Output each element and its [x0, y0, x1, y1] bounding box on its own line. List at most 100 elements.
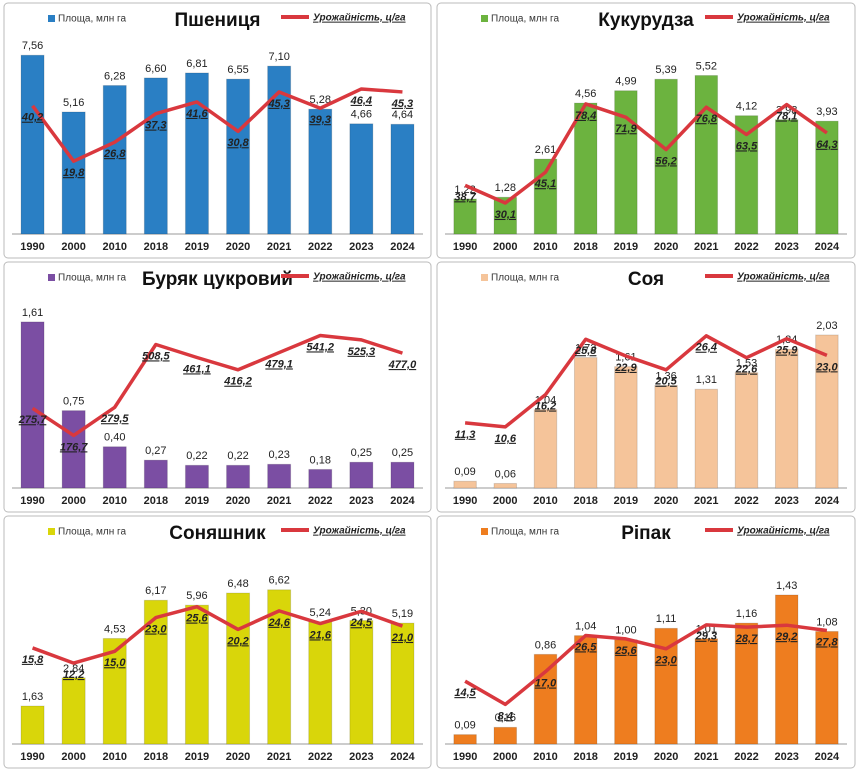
x-tick-label: 2018 [144, 241, 168, 253]
x-tick-label: 2021 [267, 751, 291, 763]
bar-value-label: 5,28 [310, 94, 331, 106]
legend-label: Площа, млн га [491, 527, 559, 538]
bar [390, 622, 415, 745]
line-value-label: 176,7 [60, 441, 88, 453]
bar-value-label: 6,48 [227, 578, 248, 590]
bar-value-label: 0,22 [227, 450, 248, 462]
x-tick-label: 2021 [694, 241, 718, 253]
bar [349, 461, 374, 489]
x-tick-label: 2023 [349, 495, 373, 507]
line-value-label: 25,6 [614, 645, 637, 657]
x-tick-label: 2010 [533, 751, 557, 763]
line-value-label: 25,6 [185, 613, 208, 625]
bar-value-label: 0,22 [186, 450, 207, 462]
x-tick-label: 2018 [144, 495, 168, 507]
legend-label: Площа, млн га [491, 273, 559, 284]
legend-label: Урожайність, ц/га [737, 13, 830, 24]
x-tick-label: 2023 [774, 751, 798, 763]
x-tick-label: 2024 [390, 241, 415, 253]
bar [143, 77, 168, 235]
bar-value-label: 0,75 [63, 396, 84, 408]
line-value-label: 8,4 [498, 710, 513, 722]
bar [308, 108, 333, 235]
bar-value-label: 5,19 [392, 608, 413, 620]
yield-line [464, 334, 828, 429]
bar [493, 726, 518, 745]
line-value-label: 39,3 [310, 114, 331, 126]
bar [308, 468, 333, 489]
bar [774, 594, 799, 745]
bar-value-label: 4,56 [575, 88, 596, 100]
x-tick-label: 2019 [185, 241, 209, 253]
line-value-label: 479,1 [264, 358, 293, 370]
bar-value-label: 0,86 [535, 639, 556, 651]
line-value-label: 477,0 [388, 359, 417, 371]
x-tick-label: 2018 [573, 241, 597, 253]
x-tick-label: 2024 [390, 751, 415, 763]
legend-label: Урожайність, ц/га [737, 526, 830, 537]
chart-title: Соя [628, 269, 664, 290]
yield-line [31, 604, 404, 665]
x-tick-label: 2010 [533, 241, 557, 253]
x-tick-label: 2022 [734, 241, 758, 253]
x-tick-label: 2019 [614, 751, 638, 763]
bar-value-label: 0,18 [310, 454, 331, 466]
line-value-label: 78,4 [575, 110, 596, 122]
bar-value-label: 1,36 [655, 370, 676, 382]
line-value-label: 17,0 [535, 678, 557, 690]
line-value-label: 525,3 [348, 346, 376, 358]
line-value-label: 30,8 [227, 137, 249, 149]
line-value-label: 275,7 [18, 414, 47, 426]
bar-value-label: 6,28 [104, 70, 125, 82]
line-value-label: 16,2 [535, 401, 556, 413]
line-value-label: 24,6 [267, 617, 290, 629]
x-tick-label: 2019 [614, 495, 638, 507]
line-value-label: 508,5 [142, 350, 170, 362]
line-value-label: 12,2 [63, 669, 84, 681]
line-value-label: 71,9 [615, 123, 637, 135]
chart-title: Буряк цукровий [142, 269, 293, 290]
bar-value-label: 1,28 [495, 182, 516, 194]
line-value-label: 45,3 [391, 98, 413, 110]
line-value-label: 29,3 [695, 631, 717, 643]
x-tick-label: 2018 [573, 495, 597, 507]
x-tick-label: 2024 [815, 751, 840, 763]
bar-value-label: 4,53 [104, 623, 125, 635]
line-value-label: 25,8 [574, 345, 597, 357]
line-value-label: 64,3 [816, 139, 837, 151]
line-value-label: 46,4 [350, 95, 372, 107]
bar [493, 482, 518, 489]
x-tick-label: 1990 [453, 751, 477, 763]
bar [694, 638, 719, 745]
x-tick-label: 2000 [493, 495, 517, 507]
line-value-label: 40,2 [21, 112, 43, 124]
line-value-label: 24,5 [350, 617, 373, 629]
bar [573, 357, 598, 489]
bar [267, 65, 292, 235]
bar-value-label: 0,27 [145, 445, 166, 457]
bar [61, 677, 86, 745]
bar-value-label: 6,81 [186, 58, 207, 70]
bar [349, 620, 374, 745]
bar-value-label: 1,63 [22, 691, 43, 703]
bar-value-label: 6,17 [145, 585, 166, 597]
bar [143, 459, 168, 489]
bar-value-label: 2,61 [535, 144, 556, 156]
x-tick-label: 2023 [774, 241, 798, 253]
x-tick-label: 1990 [453, 495, 477, 507]
bar-value-label: 1,53 [736, 358, 757, 370]
bar [453, 734, 477, 745]
bar-value-label: 4,64 [392, 109, 413, 121]
line-value-label: 38,7 [454, 191, 476, 203]
bar [267, 463, 292, 489]
bar [226, 78, 251, 235]
x-tick-label: 1990 [20, 495, 44, 507]
line-value-label: 541,2 [306, 341, 334, 353]
chart-title: Ріпак [621, 523, 671, 544]
bar-value-label: 2,84 [63, 663, 84, 675]
legend-label: Урожайність, ц/га [313, 272, 406, 283]
bar-value-label: 3,93 [816, 106, 837, 118]
line-value-label: 279,5 [100, 413, 129, 425]
bar-value-label: 7,56 [22, 40, 43, 52]
